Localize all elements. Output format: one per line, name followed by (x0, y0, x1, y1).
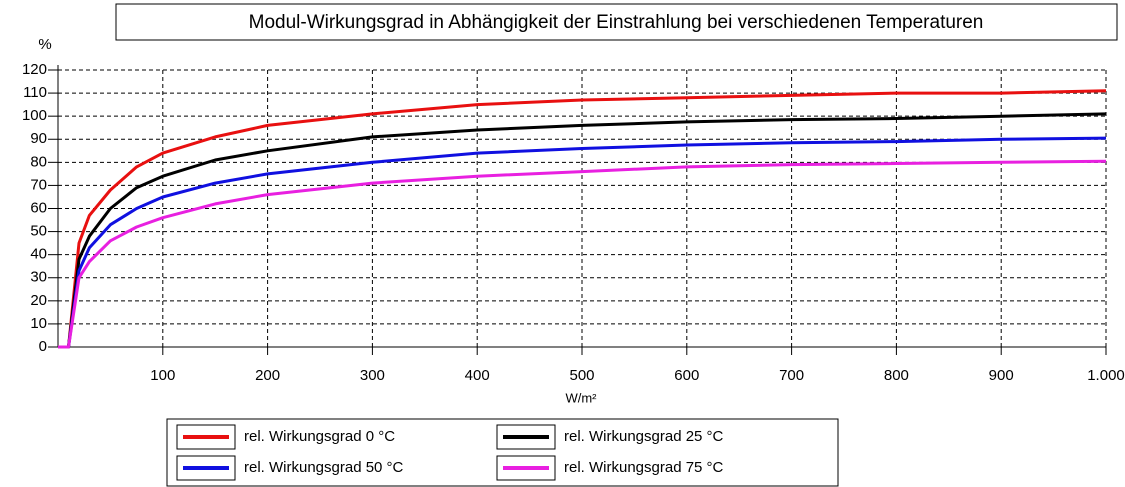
y-tick-label: 30 (30, 269, 47, 286)
y-tick-label: 100 (22, 107, 47, 124)
x-tick-label: 500 (569, 367, 594, 384)
x-tick-label: 600 (674, 367, 699, 384)
series-line (58, 112, 1107, 349)
x-tick-label: 800 (884, 367, 909, 384)
legend-label: rel. Wirkungsgrad 75 °C (564, 459, 724, 476)
legend-label: rel. Wirkungsgrad 0 °C (244, 428, 395, 445)
x-tick-label: 1.000 (1087, 367, 1125, 384)
y-tick-label: 110 (23, 84, 47, 101)
y-tick-label: 70 (30, 176, 47, 193)
x-tick-label: 400 (465, 367, 490, 384)
y-tick-label: 20 (30, 292, 47, 309)
x-tick-label: 700 (779, 367, 804, 384)
x-tick-label: 200 (255, 367, 280, 384)
y-tick-label: 0 (39, 338, 47, 355)
y-tick-label: 60 (30, 199, 47, 216)
y-axis-label: % (38, 36, 51, 53)
x-axis-label: W/m² (565, 390, 597, 405)
chart-title: Modul-Wirkungsgrad in Abhängigkeit der E… (249, 12, 984, 33)
y-tick-label: 90 (30, 130, 47, 147)
series-line (58, 89, 1107, 349)
legend-label: rel. Wirkungsgrad 25 °C (564, 428, 724, 445)
x-tick-label: 900 (989, 367, 1014, 384)
y-tick-label: 50 (30, 223, 47, 240)
series-line (58, 159, 1107, 349)
y-tick-label: 80 (30, 153, 47, 170)
series-line (58, 136, 1107, 349)
x-tick-label: 300 (360, 367, 385, 384)
legend-label: rel. Wirkungsgrad 50 °C (244, 459, 404, 476)
title-box (115, 3, 1118, 41)
y-tick-label: 120 (22, 61, 47, 78)
x-tick-label: 100 (150, 367, 175, 384)
y-tick-label: 40 (30, 246, 47, 263)
y-tick-label: 10 (30, 315, 47, 332)
